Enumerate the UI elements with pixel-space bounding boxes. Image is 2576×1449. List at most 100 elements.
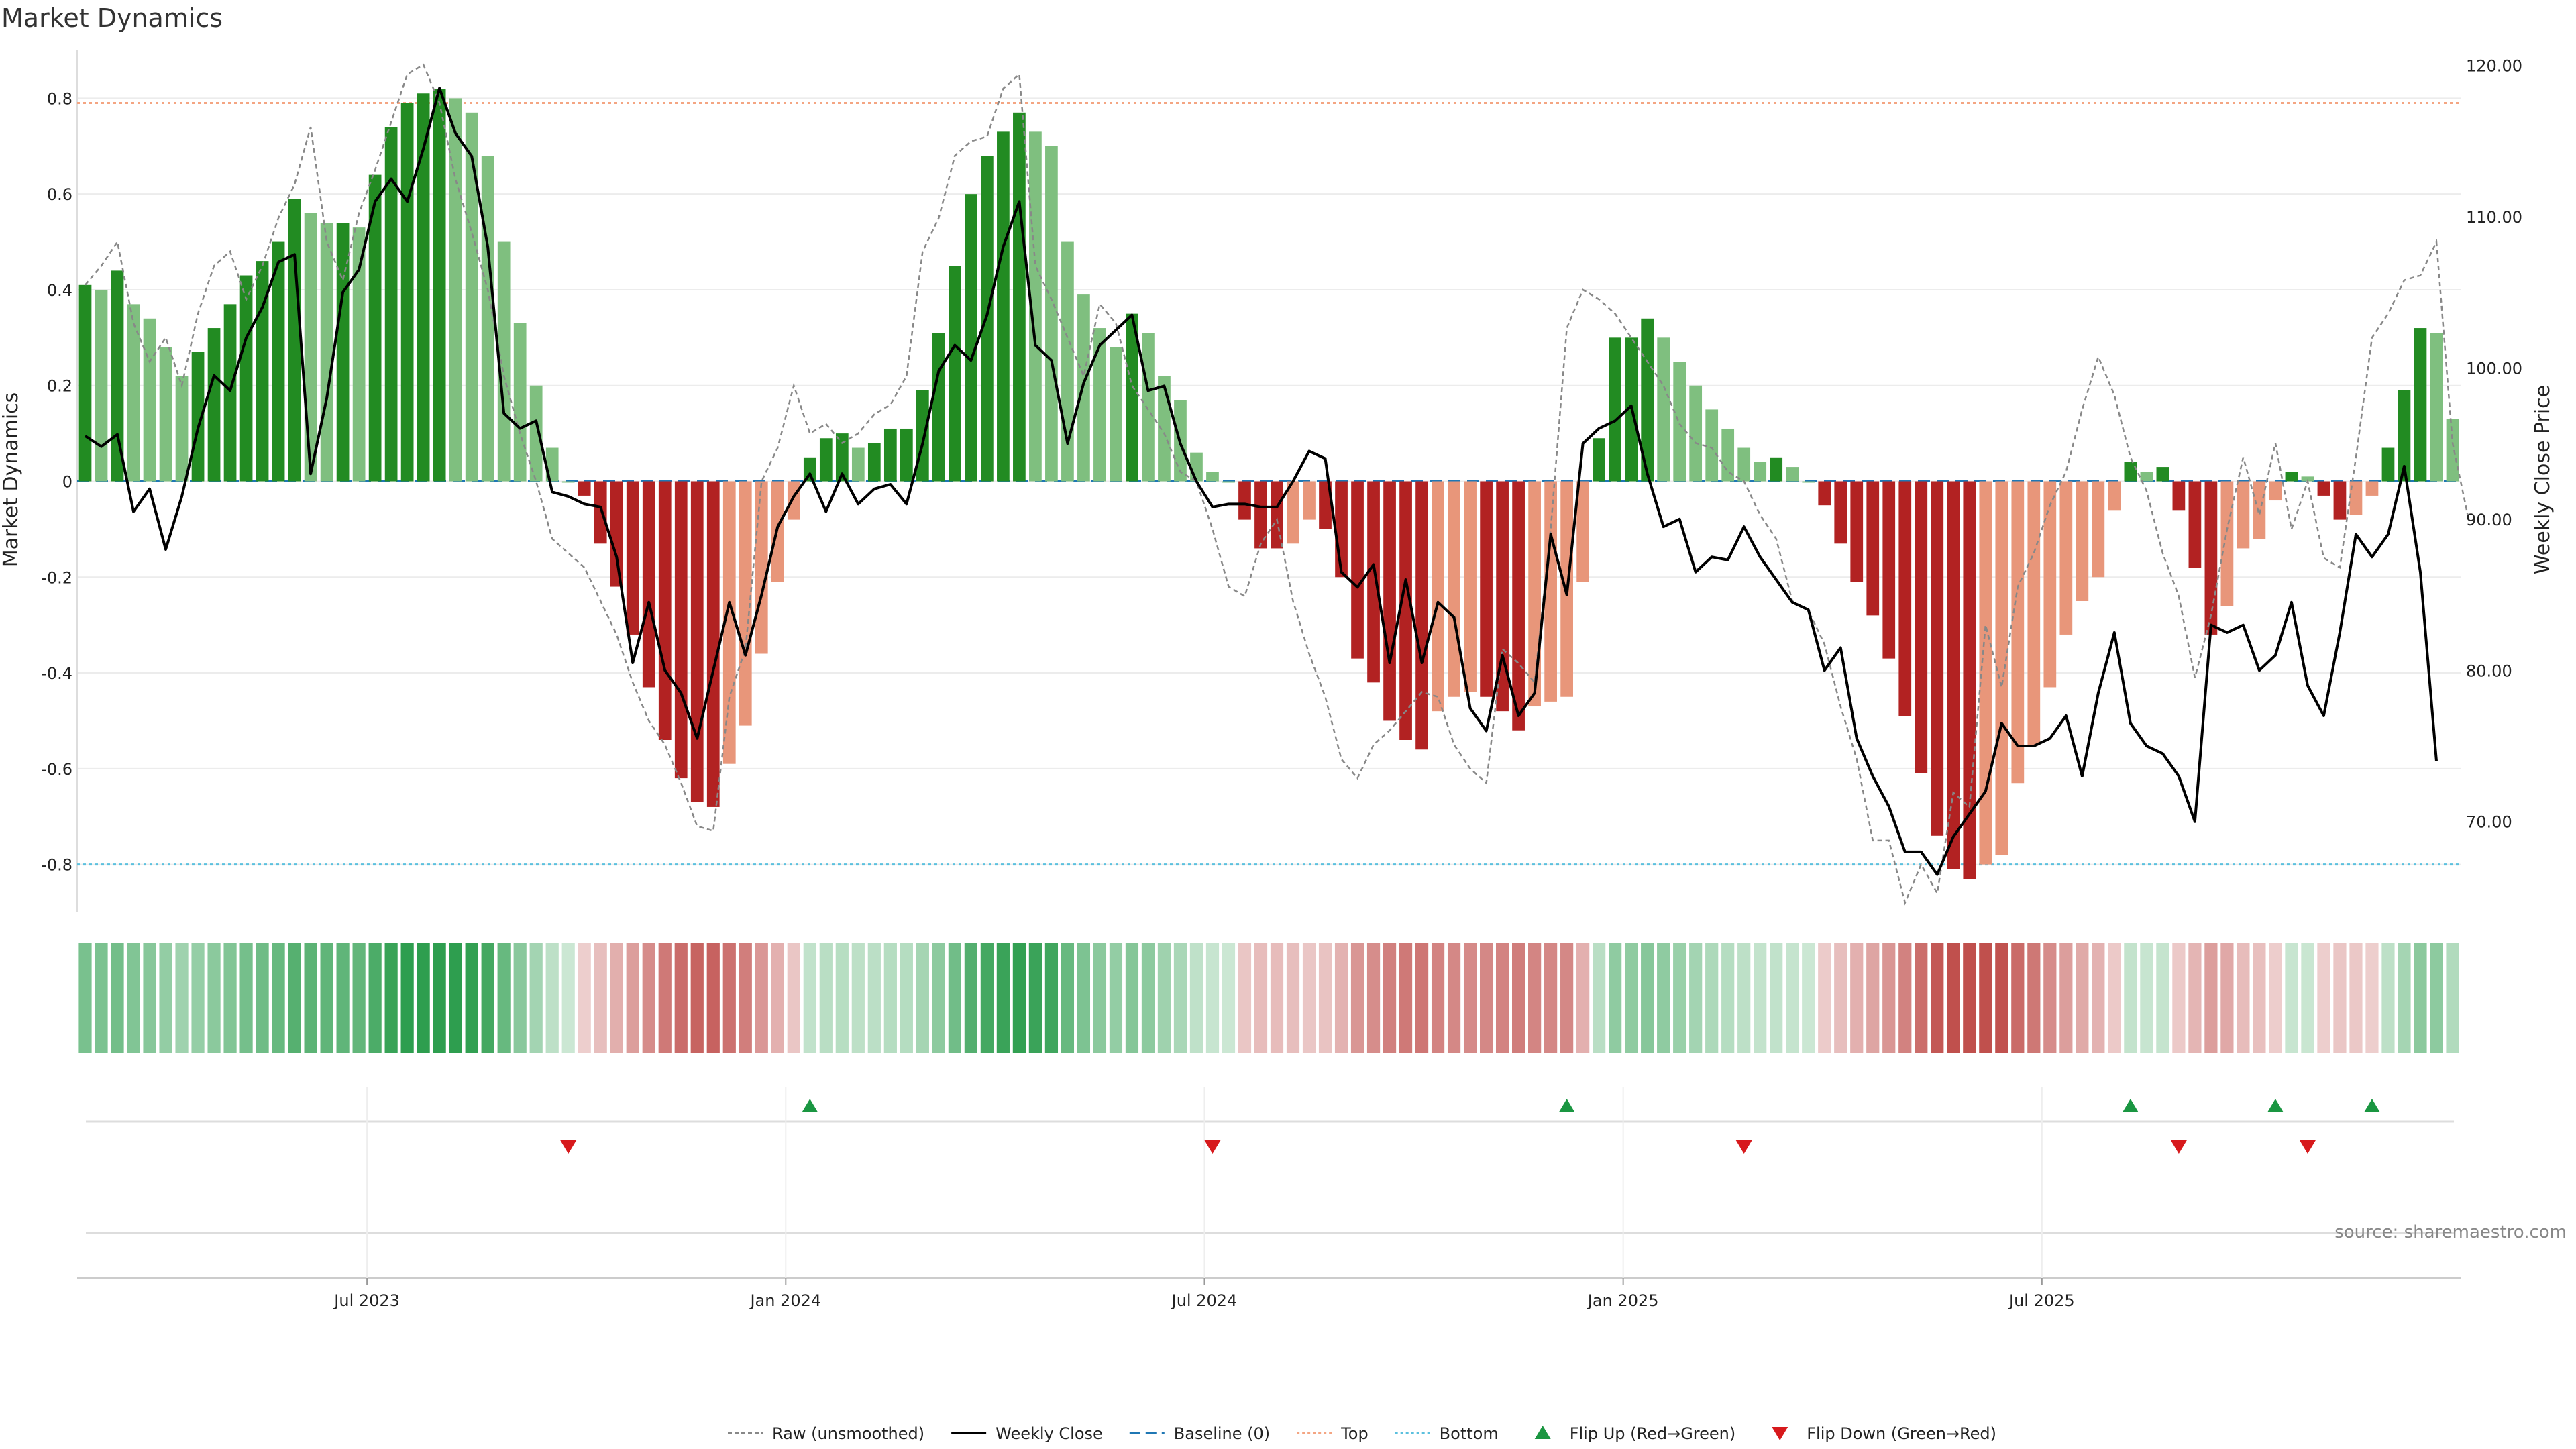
regime-cell	[980, 943, 994, 1053]
legend-entry: Flip Down (Green→Red)	[1772, 1424, 1996, 1443]
regime-cell	[594, 943, 607, 1053]
bar	[949, 266, 961, 482]
regime-cell	[1447, 943, 1461, 1053]
regime-cell	[1931, 943, 1944, 1053]
bar	[2092, 481, 2105, 578]
regime-cell	[819, 943, 833, 1053]
bar	[175, 376, 189, 482]
bar	[513, 323, 527, 482]
regime-cell	[2108, 943, 2121, 1053]
legend-label: Bottom	[1440, 1424, 1499, 1443]
bar	[739, 481, 752, 726]
bar	[1415, 481, 1428, 750]
regime-cell	[2446, 943, 2459, 1053]
chart-title: Market Dynamics	[1, 3, 223, 33]
regime-cell	[1463, 943, 1477, 1053]
bar	[1818, 481, 1831, 506]
bar	[78, 284, 92, 482]
regime-cell	[1721, 943, 1735, 1053]
right-tick-label: 120.00	[2466, 57, 2522, 76]
flip-up-marker	[2267, 1099, 2284, 1112]
bar	[2076, 481, 2089, 601]
bar	[2188, 481, 2202, 568]
regime-cell	[95, 943, 108, 1053]
regime-cell	[787, 943, 800, 1053]
regime-cell	[336, 943, 350, 1053]
regime-cell	[1657, 943, 1670, 1053]
legend: Raw (unsmoothed) Weekly Close Baseline (0)…	[728, 1424, 1996, 1443]
bar	[561, 481, 575, 483]
legend-entry: Top	[1297, 1424, 1368, 1443]
regime-cell	[1625, 943, 1638, 1053]
regime-cell	[1189, 943, 1203, 1053]
bar	[1528, 481, 1541, 707]
flip-up-marker	[2363, 1099, 2380, 1112]
flip-down-marker	[2299, 1140, 2316, 1154]
bar	[1979, 481, 1992, 865]
legend-entry: Weekly Close	[951, 1424, 1103, 1443]
bar	[997, 131, 1010, 482]
regime-cell	[1786, 943, 1799, 1053]
bar	[578, 481, 591, 496]
regime-cell	[1576, 943, 1590, 1053]
regime-cell	[449, 943, 462, 1053]
regime-cell	[561, 943, 575, 1053]
regime-cell	[1415, 943, 1429, 1053]
bar	[1754, 462, 1767, 482]
regime-cell	[545, 943, 559, 1053]
bar	[1770, 457, 1783, 482]
bar	[867, 443, 881, 482]
regime-cell	[2140, 943, 2153, 1053]
regime-cell	[304, 943, 317, 1053]
regime-cell	[722, 943, 736, 1053]
regime-cell	[1205, 943, 1220, 1053]
regime-cell	[175, 943, 189, 1053]
bar	[449, 98, 462, 482]
bar	[111, 270, 124, 482]
regime-cell	[1109, 943, 1123, 1053]
bar	[900, 428, 913, 482]
regime-cell	[1609, 943, 1622, 1053]
bar	[1013, 112, 1026, 482]
raw-line	[85, 63, 2470, 906]
bar	[610, 481, 623, 587]
regime-cell	[626, 943, 639, 1053]
regime-cell	[996, 943, 1010, 1053]
regime-cell	[320, 943, 333, 1053]
bar	[1319, 481, 1332, 529]
bar	[1995, 481, 2008, 855]
flip-down-marker	[2170, 1140, 2187, 1154]
bar	[1432, 481, 1444, 712]
bar	[1287, 481, 1299, 544]
bar	[883, 428, 897, 482]
bar	[1367, 481, 1380, 683]
bar	[239, 275, 253, 482]
regime-cell	[690, 943, 704, 1053]
regime-cell	[1689, 943, 1703, 1053]
left-tick-label: 0.6	[47, 185, 72, 204]
legend-label: Flip Down (Green→Red)	[1807, 1424, 1996, 1443]
regime-cell	[2204, 943, 2218, 1053]
bar	[916, 390, 929, 482]
regime-cell	[1705, 943, 1719, 1053]
bar	[2333, 481, 2347, 520]
regime-cell	[272, 943, 285, 1053]
bar	[626, 481, 639, 635]
regime-cell	[851, 943, 865, 1053]
regime-cell	[2333, 943, 2347, 1053]
regime-cell	[1850, 943, 1864, 1053]
regime-cell	[1641, 943, 1654, 1053]
regime-cell	[481, 943, 494, 1053]
left-tick-label: -0.8	[41, 856, 72, 875]
bar	[658, 481, 672, 740]
left-tick-label: -0.4	[41, 664, 72, 683]
bar	[2253, 481, 2266, 539]
left-tick-label: -0.2	[41, 568, 72, 587]
regime-cell	[400, 943, 414, 1053]
regime-cell	[497, 943, 511, 1053]
bar	[1609, 337, 1622, 482]
bar	[755, 481, 768, 654]
regime-cell	[78, 943, 92, 1053]
regime-cell	[1141, 943, 1155, 1053]
x-tick-label: Jan 2025	[1587, 1291, 1659, 1310]
